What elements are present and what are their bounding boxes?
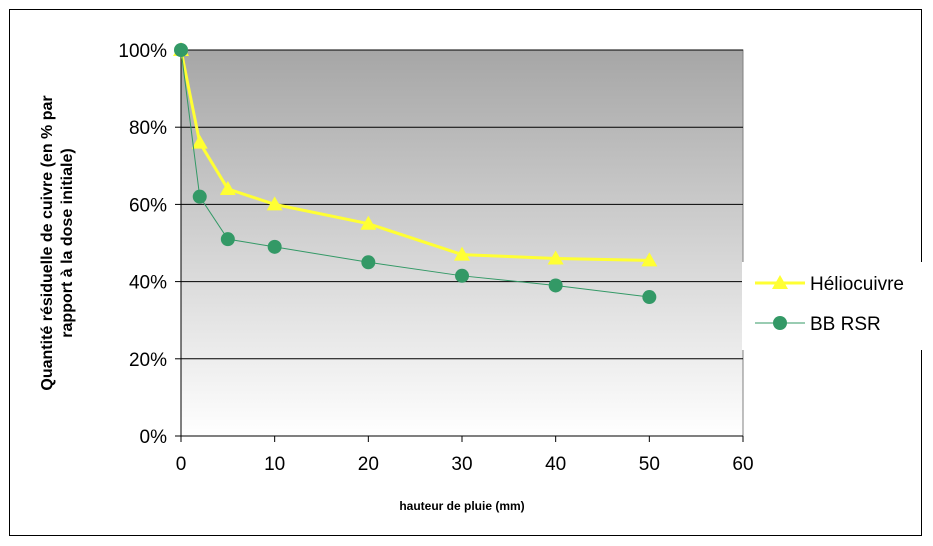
data-point bbox=[454, 246, 470, 261]
x-tick-label: 10 bbox=[264, 454, 285, 475]
x-axis-title: hauteur de pluie (mm) bbox=[399, 499, 524, 513]
y-tick-label: 0% bbox=[140, 427, 168, 448]
x-tick-label: 40 bbox=[545, 454, 566, 475]
x-tick-label: 60 bbox=[732, 454, 753, 475]
data-point bbox=[360, 215, 377, 230]
data-point bbox=[455, 268, 469, 283]
y-tick-labels: 0% 20% 40% 60% 80% 100% bbox=[118, 41, 167, 448]
x-tick-label: 30 bbox=[451, 454, 472, 475]
x-tick-label: 0 bbox=[176, 454, 187, 475]
data-point bbox=[192, 189, 207, 204]
data-point bbox=[219, 180, 236, 195]
y-axis-title-line-1: Quantité résiduelle de cuivre (en % par bbox=[39, 95, 56, 390]
axes bbox=[175, 49, 744, 442]
y-tick-label: 20% bbox=[129, 350, 167, 371]
data-point bbox=[547, 250, 564, 265]
series-line bbox=[179, 49, 650, 262]
legend-marker-heliocuivre bbox=[772, 275, 788, 289]
legend: Héliocuivre BB RSR bbox=[742, 262, 922, 350]
plot-area bbox=[180, 49, 744, 437]
data-point bbox=[220, 232, 235, 247]
data-point bbox=[174, 43, 188, 57]
data-point bbox=[267, 239, 282, 254]
data-point bbox=[641, 252, 658, 267]
series-group bbox=[173, 42, 658, 305]
legend-box bbox=[742, 262, 922, 350]
data-point bbox=[642, 290, 657, 305]
series-line bbox=[180, 49, 650, 298]
y-tick-label: 40% bbox=[129, 273, 167, 294]
x-tick-label: 50 bbox=[639, 454, 660, 475]
data-point bbox=[191, 134, 208, 149]
legend-label-bb-rsr: BB RSR bbox=[810, 314, 881, 335]
y-axis-title-line-2: rapport à la dose initiale) bbox=[59, 148, 76, 337]
x-tick-label: 20 bbox=[358, 454, 379, 475]
data-point bbox=[548, 278, 563, 293]
legend-label-heliocuivre: Héliocuivre bbox=[810, 274, 904, 295]
data-point bbox=[266, 196, 283, 211]
x-tick-labels: 0 10 20 30 40 50 60 bbox=[176, 454, 754, 475]
y-tick-label: 80% bbox=[129, 118, 167, 139]
y-tick-label: 60% bbox=[129, 195, 167, 216]
data-point bbox=[361, 255, 376, 270]
y-tick-label: 100% bbox=[118, 41, 167, 62]
legend-marker-bb-rsr bbox=[773, 316, 787, 330]
series-bb-rsr bbox=[174, 43, 657, 305]
